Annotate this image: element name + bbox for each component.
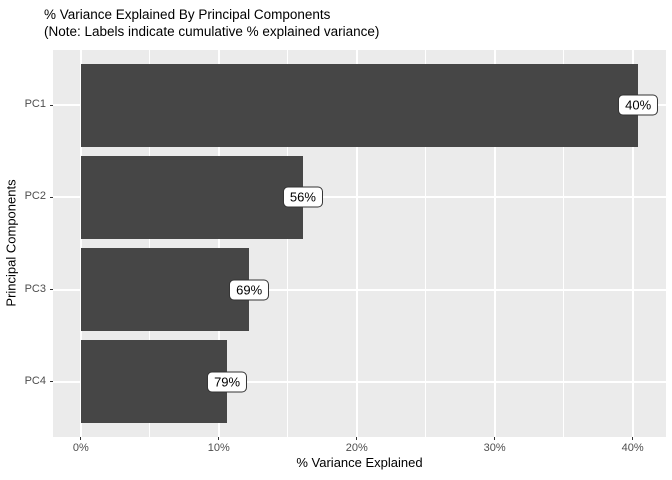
gridline-y-pc4: [53, 380, 666, 383]
gridline-major-40pct: [631, 50, 634, 437]
x-tick-label-20pct: 20%: [345, 442, 368, 454]
y-tick-label-pc1: PC1: [24, 98, 46, 111]
y-tick-pc3: [50, 289, 53, 291]
x-tick-label-40pct: 40%: [621, 442, 644, 454]
bar-label-pc3: 69%: [229, 279, 270, 301]
x-tick-label-30pct: 30%: [483, 442, 506, 454]
x-tick-20pct: [356, 437, 358, 440]
gridline-major-10pct: [217, 50, 220, 437]
gridline-major-30pct: [493, 50, 496, 437]
gridline-minor-15pct: [287, 50, 289, 437]
x-tick-10pct: [218, 437, 220, 440]
y-axis-title: Principal Components: [3, 179, 19, 307]
x-axis-title: % Variance Explained: [296, 455, 423, 470]
gridline-minor-35pct: [563, 50, 565, 437]
bar-label-pc2: 56%: [282, 186, 323, 208]
y-tick-pc4: [50, 381, 53, 383]
x-tick-0pct: [80, 437, 82, 440]
gridline-minor-5pct: [149, 50, 151, 437]
chart-subtitle: (Note: Labels indicate cumulative % expl…: [44, 24, 380, 39]
bar-pc3: [80, 248, 250, 332]
plot-panel: 40% 56% 69% 79%: [53, 50, 666, 437]
y-tick-pc1: [50, 104, 53, 106]
y-tick-label-pc2: PC2: [24, 190, 46, 203]
bar-pc1: [80, 63, 639, 147]
gridline-y-pc3: [53, 288, 666, 291]
y-tick-label-pc4: PC4: [24, 374, 46, 387]
bar-label-pc4: 79%: [207, 371, 248, 393]
bar-pc2: [80, 155, 303, 239]
x-tick-30pct: [494, 437, 496, 440]
gridline-y-pc2: [53, 196, 666, 199]
x-tick-40pct: [632, 437, 634, 440]
bar-pc4: [80, 340, 228, 424]
gridline-major-20pct: [355, 50, 358, 437]
bar-label-pc1: 40%: [618, 94, 659, 116]
y-tick-label-pc3: PC3: [24, 282, 46, 295]
gridline-major-0pct: [79, 50, 82, 437]
gridline-minor-25pct: [425, 50, 427, 437]
y-tick-pc2: [50, 196, 53, 198]
chart-title: % Variance Explained By Principal Compon…: [44, 7, 331, 22]
x-tick-label-0pct: 0%: [72, 442, 89, 454]
x-tick-label-10pct: 10%: [207, 442, 230, 454]
